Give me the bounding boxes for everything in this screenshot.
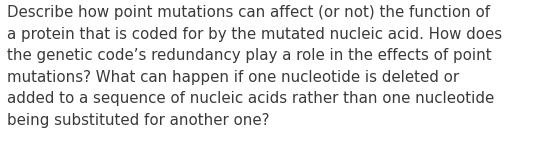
Text: Describe how point mutations can affect (or not) the function of
a protein that : Describe how point mutations can affect … [7,5,502,128]
